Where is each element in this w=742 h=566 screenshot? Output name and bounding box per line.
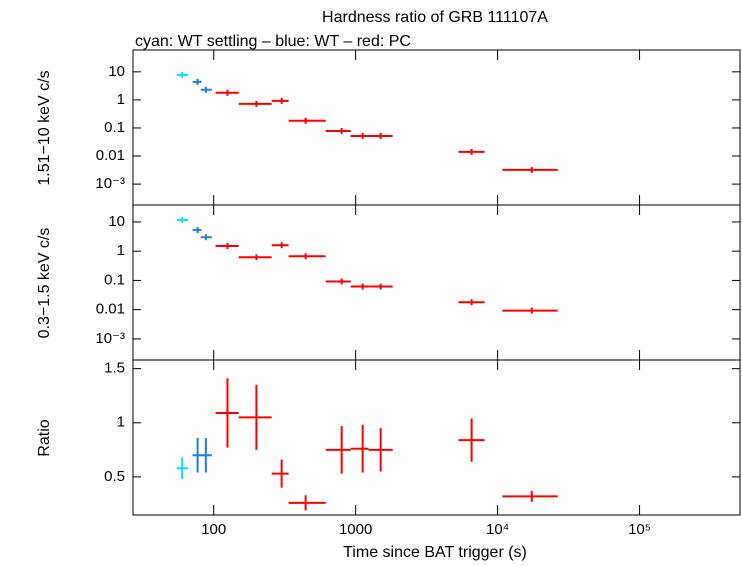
y-axis-label: 0.3−1.5 keV c/s [36,228,53,339]
y-tick-label: 10 [108,213,125,230]
x-tick-label: 100 [201,521,226,538]
x-tick-label: 10⁵ [628,521,651,538]
y-tick-label: 1 [117,242,125,259]
y-tick-label: 0.01 [96,301,125,318]
y-tick-label: 0.01 [96,147,125,164]
y-tick-label: 10 [108,63,125,80]
panel-frame [132,204,741,361]
panel-frame [132,49,741,206]
x-tick-label: 1000 [339,521,372,538]
x-tick-label: 10⁴ [486,521,509,538]
y-tick-label: 10⁻³ [95,175,125,192]
y-tick-label: 0.1 [104,271,125,288]
y-tick-label: 10⁻³ [95,330,125,347]
y-tick-label: 1 [117,414,125,431]
chart-title: Hardness ratio of GRB 111107A [322,9,548,26]
x-axis-label: Time since BAT trigger (s) [343,544,527,561]
panel-frame [132,359,741,516]
y-axis-label: 1.51−10 keV c/s [36,70,53,185]
y-tick-label: 1 [117,91,125,108]
y-axis-label: Ratio [36,419,53,456]
y-tick-label: 0.5 [104,468,125,485]
y-tick-label: 0.1 [104,119,125,136]
y-tick-label: 1.5 [104,360,125,377]
chart-subtitle: cyan: WT settling – blue: WT – red: PC [135,33,411,50]
